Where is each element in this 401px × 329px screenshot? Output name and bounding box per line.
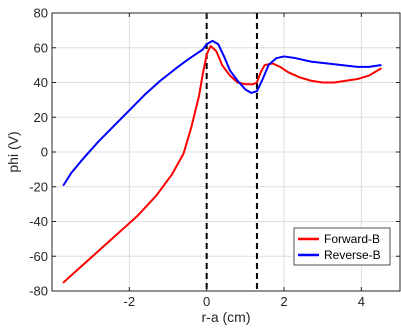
y-tick-label: 40: [34, 75, 48, 90]
y-tick-label: -80: [29, 284, 48, 299]
y-axis-label: phi (V): [5, 131, 21, 172]
x-tick-label: 4: [358, 294, 365, 309]
legend-label-reverse-b: Reverse-B: [324, 248, 381, 262]
y-tick-label: 0: [41, 145, 48, 160]
y-tick-label: -20: [29, 179, 48, 194]
x-tick-label: -2: [124, 294, 136, 309]
series-line-reverse-b: [62, 39, 382, 187]
vertical-reference-lines: [205, 13, 258, 291]
y-tick-label: 80: [34, 6, 48, 21]
x-tick-label: 2: [280, 294, 287, 309]
legend-box: [293, 227, 391, 266]
x-axis-label: r-a (cm): [202, 309, 251, 325]
legend: Forward-B Reverse-B: [293, 227, 391, 266]
y-tick-label: 20: [34, 110, 48, 125]
legend-items: Forward-B Reverse-B: [298, 232, 381, 262]
y-tick-label: -60: [29, 249, 48, 264]
y-tick-label: 60: [34, 40, 48, 55]
y-tick-label: -40: [29, 214, 48, 229]
legend-label-forward-b: Forward-B: [324, 232, 380, 246]
x-tick-label: 0: [203, 294, 210, 309]
series-layer: [62, 39, 382, 284]
series-line-forward-b: [62, 45, 382, 284]
